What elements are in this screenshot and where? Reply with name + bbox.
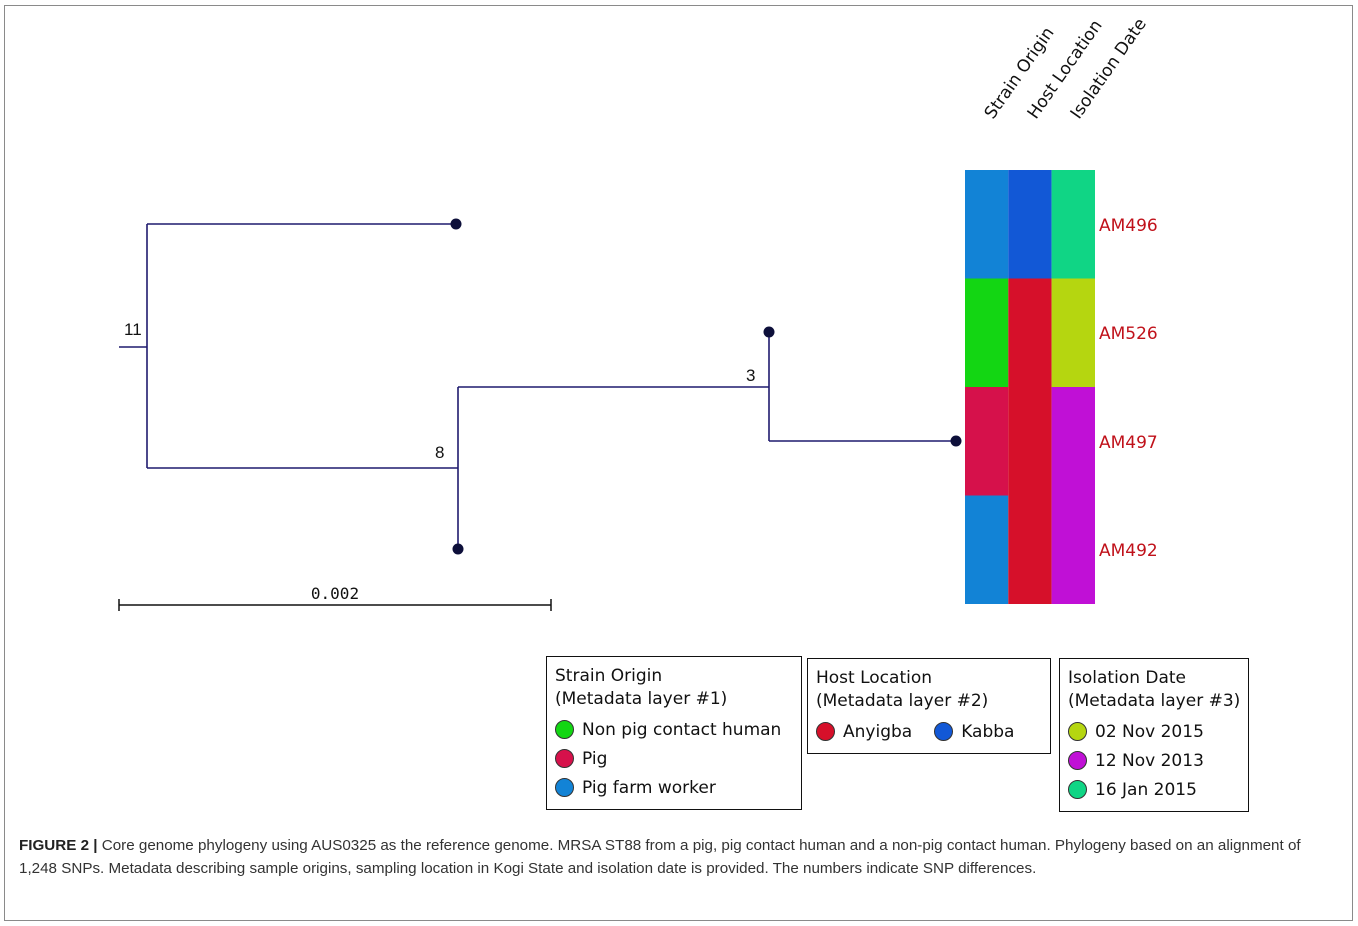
color-swatch-icon	[934, 722, 954, 741]
tip-label-am497: AM497	[1099, 433, 1158, 453]
cell-am526-host-location	[1008, 278, 1052, 387]
legend-item: Anyigba	[816, 722, 912, 742]
legend-title: Isolation Date	[1068, 668, 1187, 688]
legend-subtitle: (Metadata layer #2)	[816, 691, 989, 711]
cell-am497-isolation-date	[1051, 387, 1095, 496]
legend-host-location: Host Location (Metadata layer #2) Anyigb…	[807, 658, 1051, 754]
tip-node-am497	[950, 435, 962, 447]
color-swatch-icon	[816, 722, 835, 741]
legend-item: Pig	[555, 744, 793, 773]
legend-item: 02 Nov 2015	[1068, 717, 1240, 746]
legend-item-label: Non pig contact human	[582, 719, 782, 740]
legend-item-label: Anyigba	[843, 721, 913, 742]
branch-label-inner: 8	[435, 443, 444, 462]
cell-am497-host-location	[1008, 387, 1052, 496]
color-swatch-icon	[555, 720, 574, 739]
tip-node-am496	[450, 218, 462, 230]
legend-subtitle: (Metadata layer #3)	[1068, 691, 1241, 711]
phylogeny-figure: 11 8 3 0.002 AM496 AM526 AM497 AM492 Str…	[118, 15, 1158, 611]
legend-items: Anyigba Kabba	[816, 717, 1042, 746]
color-swatch-icon	[555, 749, 574, 768]
cell-am496-host-location	[1008, 170, 1052, 279]
metadata-heatmap	[965, 170, 1095, 604]
legend-item-label: Kabba	[961, 721, 1015, 742]
cell-am526-strain-origin	[965, 278, 1009, 387]
color-swatch-icon	[1068, 751, 1087, 770]
color-swatch-icon	[1068, 780, 1087, 799]
cell-am496-strain-origin	[965, 170, 1009, 279]
figure-frame	[4, 5, 1353, 921]
phylogenetic-tree	[119, 223, 956, 549]
tip-label-am526: AM526	[1099, 324, 1158, 344]
legend-isolation-date: Isolation Date (Metadata layer #3) 02 No…	[1059, 658, 1249, 812]
branch-label-sub: 3	[746, 366, 755, 385]
cell-am496-isolation-date	[1051, 170, 1095, 279]
legend-item: 12 Nov 2013	[1068, 746, 1240, 775]
legend-item: 16 Jan 2015	[1068, 775, 1240, 804]
scale-bar	[118, 599, 552, 611]
cell-am492-isolation-date	[1051, 495, 1095, 604]
legend-strain-origin: Strain Origin (Metadata layer #1) Non pi…	[546, 656, 802, 810]
cell-am492-strain-origin	[965, 495, 1009, 604]
legend-item: Non pig contact human	[555, 715, 793, 744]
tip-label-am492: AM492	[1099, 541, 1158, 561]
color-swatch-icon	[555, 778, 574, 797]
caption-text: Core genome phylogeny using AUS0325 as t…	[19, 837, 1301, 877]
legend-item: Kabba	[934, 722, 1014, 742]
caption-label: FIGURE 2 |	[19, 837, 98, 854]
cell-am492-host-location	[1008, 495, 1052, 604]
color-swatch-icon	[1068, 722, 1087, 741]
tip-node-am492	[452, 543, 464, 555]
legend-title: Strain Origin	[555, 666, 663, 686]
legend-item-label: 02 Nov 2015	[1095, 721, 1204, 742]
branch-label-root: 11	[124, 320, 142, 339]
legend-subtitle: (Metadata layer #1)	[555, 689, 728, 709]
legend-item-label: 16 Jan 2015	[1095, 779, 1197, 800]
legend-title: Host Location	[816, 668, 933, 688]
legend-item-label: 12 Nov 2013	[1095, 750, 1204, 771]
cell-am526-isolation-date	[1051, 278, 1095, 387]
tip-label-am496: AM496	[1099, 216, 1158, 236]
scale-bar-label: 0.002	[311, 584, 359, 603]
legend-item-label: Pig	[582, 748, 608, 769]
figure-caption: FIGURE 2 | Core genome phylogeny using A…	[19, 834, 1341, 880]
cell-am497-strain-origin	[965, 387, 1009, 496]
legend-item-label: Pig farm worker	[582, 777, 716, 798]
tip-node-am526	[763, 326, 775, 338]
legend-item: Pig farm worker	[555, 773, 793, 802]
